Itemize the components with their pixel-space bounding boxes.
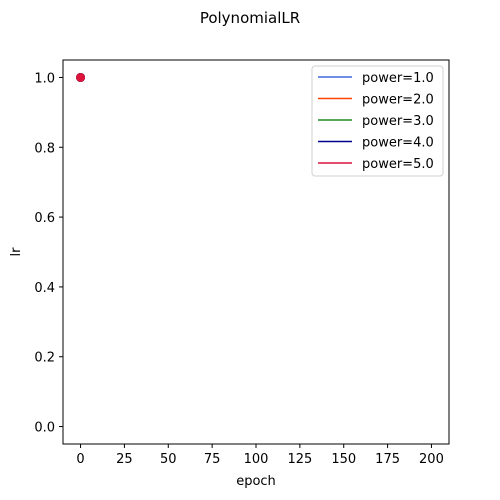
- y-tick-label: 0.2: [34, 351, 55, 366]
- y-tick-label: 0.6: [34, 211, 55, 226]
- y-tick-label: 1.0: [34, 71, 55, 86]
- x-tick-label: 25: [116, 452, 133, 467]
- legend: power=1.0 power=2.0 power=3.0 power=4.0 powe…: [311, 65, 444, 177]
- x-tick-label: 100: [244, 452, 269, 467]
- x-tick-label: 125: [287, 452, 312, 467]
- x-tick-label: 175: [375, 452, 400, 467]
- x-tick-label: 50: [160, 452, 177, 467]
- x-axis-ticks: 0 25 50 75 100 125 150 175 200: [76, 444, 444, 467]
- y-tick-label: 0.4: [34, 281, 55, 296]
- y-tick-label: 0.0: [34, 421, 55, 436]
- legend-entry: power=5.0: [362, 157, 434, 172]
- series-5: [76, 72, 86, 82]
- legend-box: [311, 65, 444, 177]
- x-tick-label: 150: [331, 452, 356, 467]
- legend-entry: power=4.0: [362, 136, 434, 151]
- y-tick-label: 0.8: [34, 141, 55, 156]
- legend-entry: power=1.0: [362, 71, 434, 86]
- x-axis-label: epoch: [236, 474, 276, 489]
- legend-entry: power=2.0: [362, 93, 434, 108]
- y-axis-label: lr: [9, 247, 24, 257]
- x-tick-label: 0: [76, 452, 84, 467]
- x-tick-label: 200: [419, 452, 444, 467]
- y-axis-ticks: 0.0 0.2 0.4 0.6 0.8 1.0: [34, 71, 63, 436]
- chart-title: PolynomialLR: [200, 9, 300, 27]
- data-point: [76, 72, 86, 82]
- legend-entry: power=3.0: [362, 114, 434, 129]
- x-tick-label: 75: [204, 452, 221, 467]
- series-layer: [76, 72, 86, 82]
